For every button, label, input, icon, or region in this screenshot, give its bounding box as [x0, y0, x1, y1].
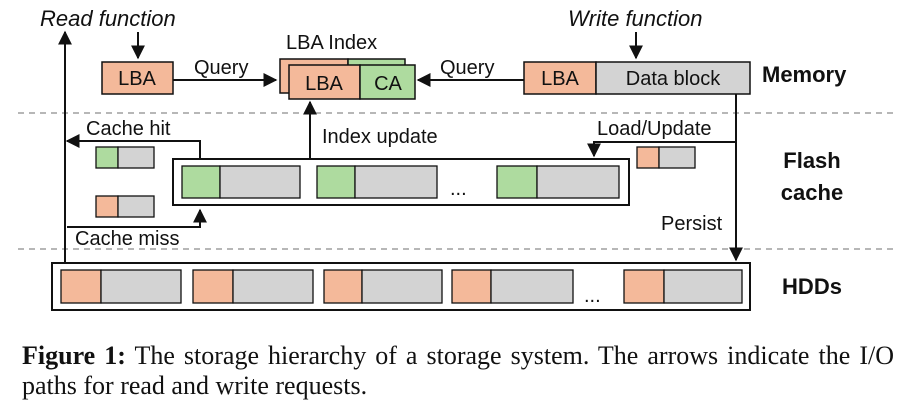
figure-caption: Figure 1: The storage hierarchy of a sto… [22, 341, 894, 401]
hit-block-ca [95, 146, 119, 169]
lba-index-title: LBA Index [286, 32, 377, 54]
cache-miss-label: Cache miss [75, 228, 179, 250]
index-update-label: Index update [322, 126, 438, 148]
flash-ellipsis: ... [450, 178, 467, 200]
read-lba-box [101, 61, 174, 95]
hdd-slot-3-data [361, 269, 443, 304]
cache-hit-arrow [65, 134, 201, 160]
query-right-label: Query [440, 57, 494, 79]
update-block-lba [636, 146, 660, 169]
load-update-arrow [587, 141, 736, 158]
persist-label: Persist [661, 213, 723, 235]
hdd-slot-1-data [100, 269, 182, 304]
caption-label: Figure 1: [22, 341, 126, 370]
tier-memory-label: Memory [762, 62, 847, 87]
cache-miss-arrow [67, 208, 207, 228]
load-update-label: Load/Update [597, 118, 712, 140]
lba-index-ca-cell [359, 64, 416, 100]
lba-index-lba-label: LBA [305, 73, 343, 95]
tier-hdds-label: HDDs [782, 274, 842, 299]
miss-block-lba [95, 195, 119, 218]
flash-slot-2-ca [316, 165, 356, 199]
hdd-slot-3-lba [323, 269, 363, 304]
write-lba-label: LBA [541, 68, 579, 90]
flash-slot-2-data [354, 165, 438, 199]
write-data-block-box [595, 61, 751, 95]
flash-slot-1-data [219, 165, 301, 199]
tier-flash-label: Flash [783, 148, 840, 173]
read-function-label: Read function [40, 6, 176, 31]
read-lba-label: LBA [118, 68, 156, 90]
miss-block-data [117, 195, 155, 218]
hdd-slot-4-data [490, 269, 574, 304]
hdd-slot-5-data [663, 269, 743, 304]
hit-block-data [117, 146, 155, 169]
flash-slot-1-ca [181, 165, 221, 199]
hdd-slot-4-lba [451, 269, 492, 304]
write-data-block-label: Data block [626, 68, 721, 90]
flash-slot-3-ca [496, 165, 538, 199]
query-left-label: Query [194, 57, 248, 79]
update-block-data [658, 146, 696, 169]
write-function-label: Write function [568, 6, 703, 31]
cache-hit-label: Cache hit [86, 118, 171, 140]
flash-slot-3-data [536, 165, 620, 199]
caption-text: The storage hierarchy of a storage syste… [22, 341, 894, 400]
hdd-slot-2-data [232, 269, 314, 304]
lba-index-lba-cell [288, 64, 361, 100]
hdd-slot-1-lba [60, 269, 102, 304]
hdd-slot-5-lba [623, 269, 665, 304]
tier-cache-label: cache [781, 180, 843, 205]
lba-index-ca-label: CA [374, 73, 402, 95]
hdd-ellipsis: ... [584, 285, 601, 307]
hdd-slot-2-lba [192, 269, 234, 304]
storage-hierarchy-diagram: Read function Write function LBA Query L… [18, 6, 895, 311]
